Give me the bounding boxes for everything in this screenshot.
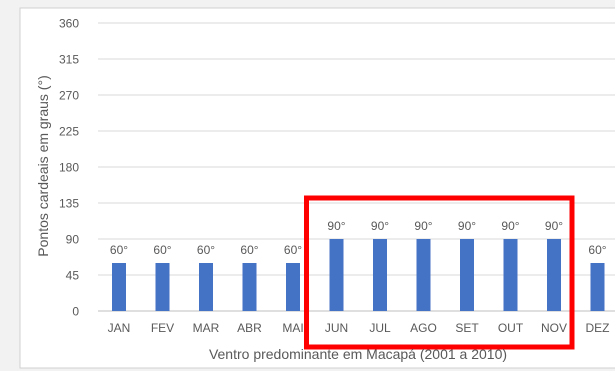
y-tick-label: 90 [66, 233, 80, 247]
bar [329, 239, 344, 311]
x-axis-label: Ventro predominante em Macapá (2001 a 20… [209, 346, 507, 362]
x-tick-label: JUN [325, 321, 348, 335]
y-tick-label: 315 [59, 53, 79, 67]
highlight-box [304, 195, 575, 350]
bar [155, 263, 170, 311]
x-tick-label: MAR [193, 321, 220, 335]
bar [242, 263, 257, 311]
bar [503, 239, 518, 311]
data-label: 60° [588, 243, 606, 257]
x-tick-label: SET [455, 321, 479, 335]
x-tick-label: NOV [541, 321, 567, 335]
data-label: 60° [240, 243, 258, 257]
y-tick-label: 270 [59, 89, 79, 103]
x-tick-label: ABR [237, 321, 262, 335]
chart-area [19, 7, 615, 369]
x-tick-label: AGO [410, 321, 437, 335]
bar [373, 239, 387, 311]
data-label: 90° [501, 219, 519, 233]
bar [460, 239, 474, 311]
x-tick-labels: JAN FEV MAR ABR MAI JUN JUL AGO SET OUT NOV DEZ [108, 321, 610, 335]
bar [199, 263, 213, 311]
bar [112, 263, 126, 311]
x-tick-label: DEZ [586, 321, 610, 335]
y-axis-label: Pontos cardeais em graus (°) [35, 75, 51, 256]
y-tick-label: 45 [66, 269, 80, 283]
y-tick-label: 360 [59, 17, 79, 31]
data-label: 90° [545, 219, 563, 233]
y-tick-label: 135 [59, 197, 79, 211]
bars [112, 239, 605, 311]
data-label: 90° [371, 219, 389, 233]
bar [286, 263, 300, 311]
y-tick-label: 0 [72, 305, 79, 319]
data-labels: 60° 60° 60° 60° 60° 90° 90° 90° 90° 90° 90° 60° [110, 219, 607, 257]
x-tick-label: JAN [108, 321, 131, 335]
bar [590, 263, 605, 311]
data-label: 60° [153, 243, 171, 257]
gridlines [98, 22, 615, 312]
data-label: 60° [284, 243, 302, 257]
y-tick-label: 180 [59, 161, 79, 175]
data-label: 90° [458, 219, 476, 233]
data-label: 60° [197, 243, 215, 257]
data-label: 60° [110, 243, 128, 257]
x-tick-label: OUT [498, 321, 524, 335]
data-label: 90° [327, 219, 345, 233]
bar [547, 239, 561, 311]
data-label: 90° [414, 219, 432, 233]
x-tick-label: MAI [282, 321, 303, 335]
x-tick-label: FEV [151, 321, 174, 335]
y-tick-labels: 0 45 90 135 180 225 270 315 360 [59, 17, 79, 319]
bar [416, 239, 431, 311]
x-tick-label: JUL [369, 321, 391, 335]
y-tick-label: 225 [59, 125, 79, 139]
